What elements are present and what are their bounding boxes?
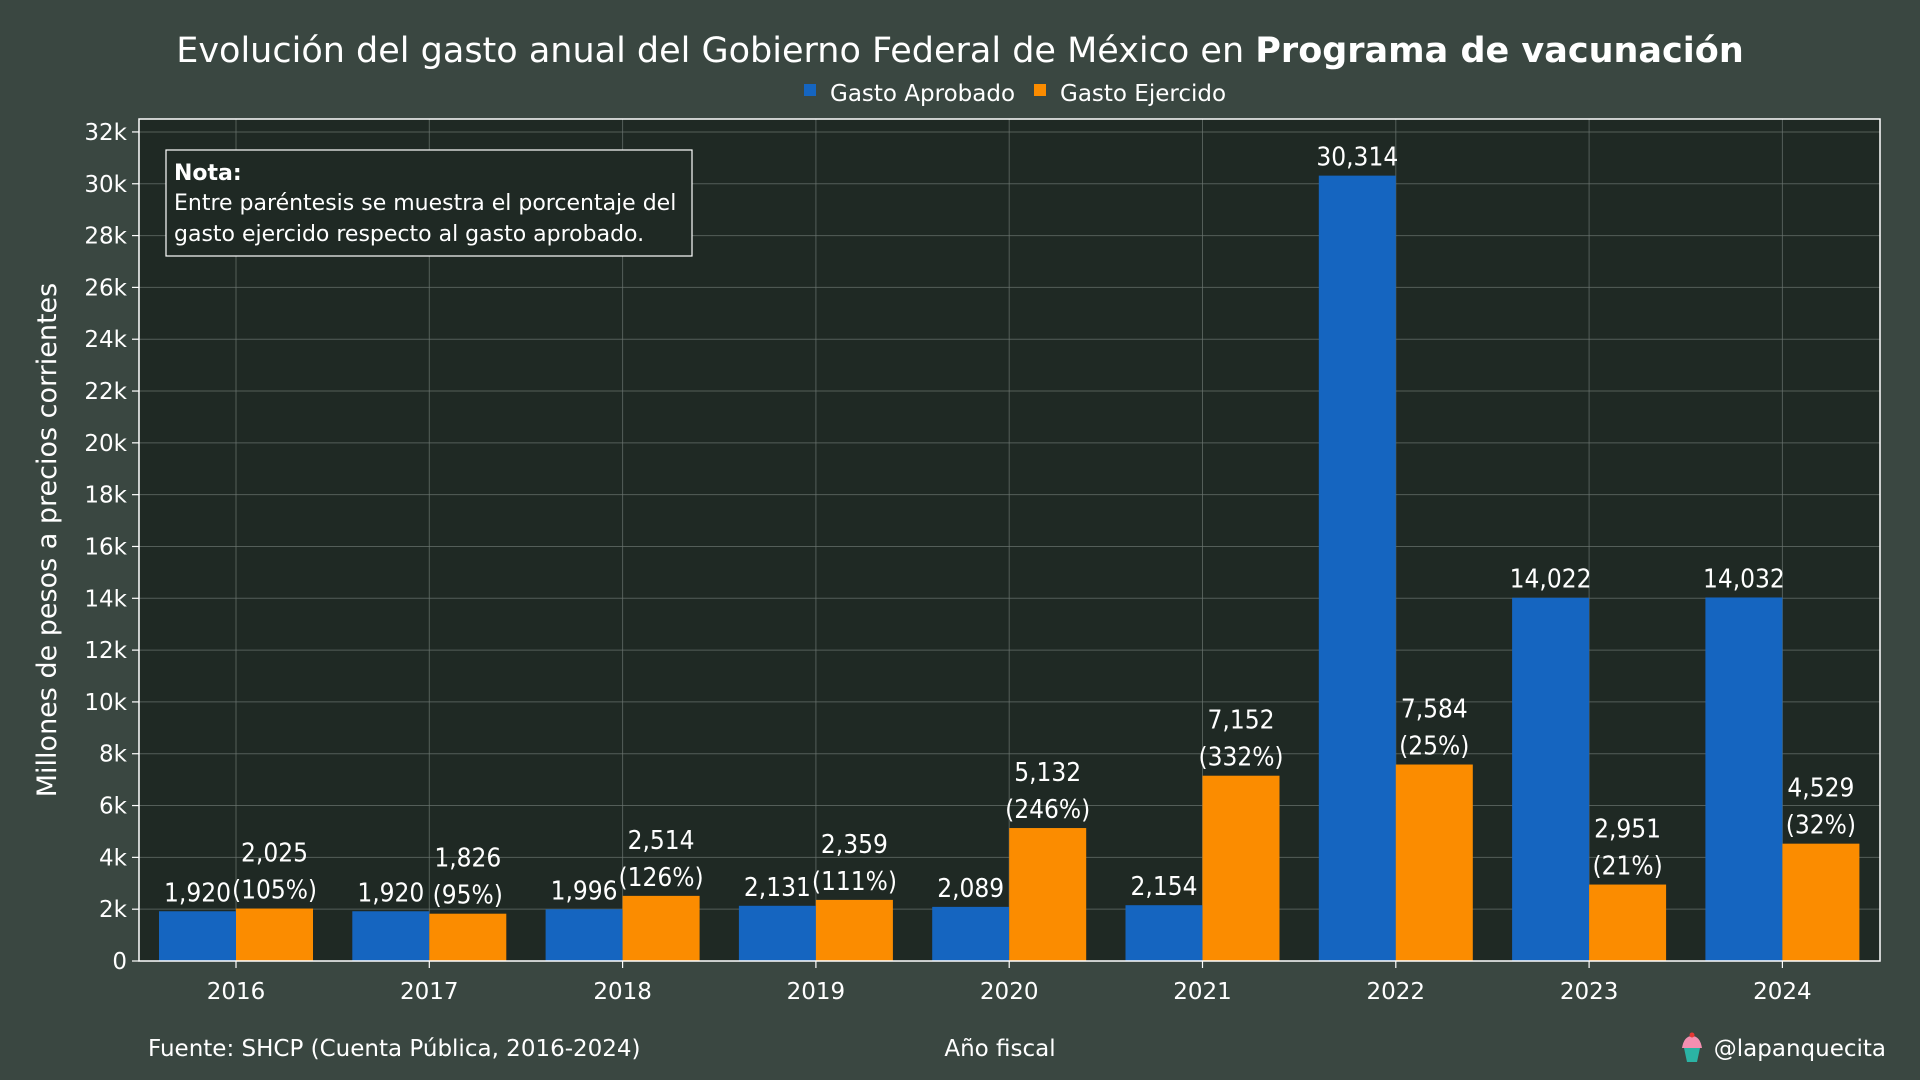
bar-label-approved: 2,154 bbox=[1131, 872, 1198, 902]
bar-label-approved: 2,089 bbox=[937, 874, 1004, 904]
bar-approved bbox=[932, 906, 1010, 961]
note-box: Nota: Entre paréntesis se muestra el por… bbox=[165, 149, 693, 257]
y-tick-label: 14k bbox=[84, 586, 127, 612]
bar-label-approved: 1,996 bbox=[551, 876, 618, 906]
bar-approved bbox=[1125, 905, 1203, 961]
bar-label-approved: 2,131 bbox=[744, 873, 811, 903]
bar-executed bbox=[622, 895, 700, 961]
bar-label-executed-value: 7,584 bbox=[1401, 695, 1468, 725]
footer-source: Fuente: SHCP (Cuenta Pública, 2016-2024) bbox=[148, 1036, 641, 1062]
bar-executed bbox=[1782, 843, 1860, 961]
bar-approved bbox=[1318, 175, 1396, 961]
legend-label-executed: Gasto Ejercido bbox=[1060, 81, 1226, 107]
bar-label-executed-percent: (32%) bbox=[1786, 811, 1856, 841]
bar-label-executed-percent: (105%) bbox=[232, 876, 317, 906]
note-line-2: gasto ejercido respecto al gasto aprobad… bbox=[174, 222, 644, 247]
bar-label-executed-value: 5,132 bbox=[1014, 758, 1081, 788]
note-box-frame bbox=[165, 149, 693, 257]
y-tick-label: 20k bbox=[84, 431, 127, 457]
bar-label-approved: 14,022 bbox=[1510, 565, 1592, 595]
y-tick-label: 28k bbox=[84, 224, 127, 250]
bar-label-executed-value: 4,529 bbox=[1787, 774, 1854, 804]
bar-label-executed-value: 2,951 bbox=[1594, 815, 1661, 845]
note-title: Nota: bbox=[174, 161, 242, 186]
bar-label-executed-percent: (246%) bbox=[1005, 795, 1090, 825]
bars-layer bbox=[159, 175, 1860, 961]
bar-approved bbox=[545, 909, 623, 961]
grid-layer bbox=[139, 119, 1880, 961]
bar-executed bbox=[1395, 764, 1473, 961]
y-tick-label: 0 bbox=[112, 949, 127, 975]
bar-executed bbox=[236, 908, 313, 961]
bar-label-executed-percent: (111%) bbox=[812, 867, 897, 897]
bar-label-executed-percent: (126%) bbox=[619, 863, 704, 893]
bar-label-approved: 1,920 bbox=[357, 878, 424, 908]
bar-approved bbox=[1512, 597, 1590, 961]
bar-label-approved: 30,314 bbox=[1316, 143, 1398, 173]
footer-handle: @lapanquecita bbox=[1714, 1036, 1886, 1062]
bar-executed bbox=[429, 913, 507, 961]
y-tick-label: 32k bbox=[84, 120, 127, 146]
bar-label-executed-value: 7,152 bbox=[1208, 706, 1275, 736]
x-tick-label: 2022 bbox=[1367, 979, 1426, 1005]
bar-executed bbox=[1202, 775, 1280, 961]
y-tick-label: 26k bbox=[84, 275, 127, 301]
x-tick-label: 2021 bbox=[1173, 979, 1232, 1005]
bar-approved bbox=[159, 911, 236, 961]
chart-title-prefix: Evolución del gasto anual del Gobierno F… bbox=[176, 31, 1255, 71]
bar-label-executed-percent: (25%) bbox=[1399, 732, 1469, 762]
legend: Gasto Aprobado Gasto Ejercido bbox=[804, 81, 1226, 107]
y-axis: 0 2k 4k 6k 8k 10k 12k 14k 16k 18k 20k 22k 24k 26k 28k 3… bbox=[84, 120, 139, 975]
y-tick-label: 16k bbox=[84, 534, 127, 560]
x-tick-label: 2023 bbox=[1560, 979, 1619, 1005]
bar-label-executed-percent: (332%) bbox=[1198, 743, 1283, 773]
chart-title-bold: Programa de vacunación bbox=[1255, 31, 1743, 71]
y-tick-label: 30k bbox=[84, 172, 127, 198]
y-tick-label: 2k bbox=[99, 897, 128, 923]
x-axis: 2016 2017 2018 2019 2020 2021 2022 2023 2024 bbox=[207, 961, 1812, 1005]
x-tick-label: 2016 bbox=[207, 979, 266, 1005]
x-axis-label: Año fiscal bbox=[944, 1036, 1055, 1062]
bar-label-executed-value: 2,359 bbox=[821, 830, 888, 860]
y-tick-label: 18k bbox=[84, 483, 127, 509]
x-tick-label: 2020 bbox=[980, 979, 1039, 1005]
chart-title: Evolución del gasto anual del Gobierno F… bbox=[176, 31, 1744, 71]
legend-label-approved: Gasto Aprobado bbox=[830, 81, 1015, 107]
bar-label-executed-percent: (21%) bbox=[1592, 852, 1662, 882]
y-axis-label: Millones de pesos a precios corrientes bbox=[32, 283, 63, 798]
bar-approved bbox=[1705, 597, 1783, 961]
bar-label-executed-value: 1,826 bbox=[434, 844, 501, 874]
bar-label-approved: 1,920 bbox=[164, 878, 231, 908]
bar-label-executed-value: 2,514 bbox=[628, 826, 695, 856]
bar-executed bbox=[1589, 884, 1667, 961]
y-tick-label: 12k bbox=[84, 638, 127, 664]
bar-label-executed-percent: (95%) bbox=[433, 881, 503, 911]
x-tick-label: 2018 bbox=[593, 979, 652, 1005]
y-tick-label: 6k bbox=[99, 794, 128, 820]
y-tick-label: 8k bbox=[99, 742, 128, 768]
y-tick-label: 10k bbox=[84, 690, 127, 716]
bar-executed bbox=[815, 899, 893, 961]
y-tick-label: 22k bbox=[84, 379, 127, 405]
plot-border bbox=[138, 118, 1881, 962]
y-tick-label: 4k bbox=[99, 845, 128, 871]
bar-label-approved: 14,032 bbox=[1703, 564, 1785, 594]
x-tick-label: 2024 bbox=[1753, 979, 1812, 1005]
cupcake-icon bbox=[1682, 1032, 1702, 1062]
bar-label-executed-value: 2,025 bbox=[241, 839, 308, 869]
y-tick-label: 24k bbox=[84, 327, 127, 353]
legend-swatch-approved bbox=[804, 84, 816, 96]
bar-approved bbox=[352, 911, 430, 961]
x-tick-label: 2019 bbox=[787, 979, 846, 1005]
bar-approved bbox=[738, 905, 816, 961]
note-line-1: Entre paréntesis se muestra el porcentaj… bbox=[174, 191, 676, 216]
bar-executed bbox=[1009, 828, 1087, 961]
legend-swatch-executed bbox=[1034, 84, 1046, 96]
x-tick-label: 2017 bbox=[400, 979, 459, 1005]
